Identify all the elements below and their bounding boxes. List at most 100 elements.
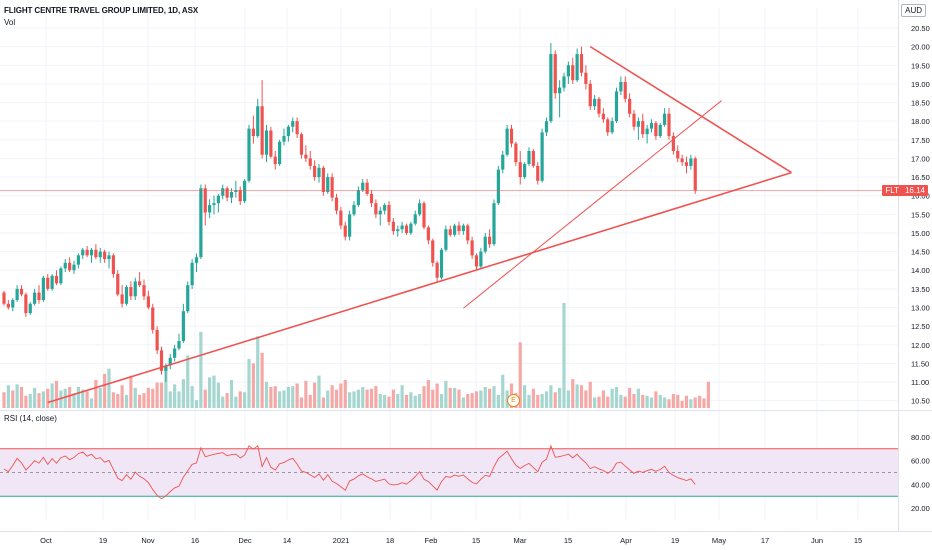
candle-body (85, 249, 89, 256)
candle-body (466, 225, 470, 241)
price-tick-label: 20.50 (911, 24, 930, 33)
volume-bar (593, 397, 597, 408)
volume-bar (72, 393, 76, 408)
price-tick-label: 10.50 (911, 397, 930, 406)
price-grid (0, 8, 898, 520)
candle-body (439, 249, 444, 278)
volume-bar (181, 379, 185, 408)
x-tick-label: 14 (283, 536, 291, 545)
rsi-tick-label: 40.00 (911, 480, 930, 489)
candle-body (496, 169, 500, 204)
candle-body (37, 292, 41, 301)
candle-body (59, 268, 63, 284)
candle-body (260, 106, 264, 155)
volume-bar (492, 386, 496, 408)
candle-body (523, 164, 527, 178)
volume-bar (81, 389, 85, 408)
candle-body (177, 341, 181, 349)
candle-body (203, 188, 207, 213)
candle-body (54, 275, 59, 284)
volume-bar (269, 387, 273, 408)
volume-bar (706, 381, 710, 408)
candle-body (81, 249, 85, 256)
candle-body (120, 294, 124, 304)
x-tick-label: 15 (472, 536, 480, 545)
volume-bar (649, 397, 654, 408)
candle-body (317, 167, 321, 178)
candle-body (693, 158, 697, 191)
volume-bar (584, 390, 588, 408)
volume-bar (85, 391, 89, 408)
volume-bar (518, 342, 522, 408)
candle-body (138, 281, 142, 286)
candle-body (540, 132, 544, 181)
candle-body (505, 128, 509, 155)
candle-body (76, 255, 80, 265)
price-tick-label: 17.50 (911, 136, 930, 145)
volume-bar (527, 394, 531, 408)
volume-bar (326, 390, 330, 408)
volume-bar (68, 387, 72, 408)
price-tick-label: 12.50 (911, 322, 930, 331)
volume-bar (597, 396, 601, 408)
candle-body (610, 121, 614, 133)
candle-body (671, 136, 675, 151)
volume-bar (63, 388, 67, 408)
candle-body (658, 124, 662, 137)
candle-body (488, 236, 492, 245)
volume-bar (610, 388, 614, 408)
earnings-marker[interactable]: E (507, 394, 520, 407)
candle-body (396, 229, 400, 232)
volume-bar (243, 392, 247, 408)
volume-legend[interactable]: Vol (4, 18, 16, 27)
candle-body (645, 128, 649, 135)
x-tick-label: 19 (671, 536, 679, 545)
volume-bar (378, 394, 382, 408)
volume-bar (558, 387, 562, 408)
currency-badge[interactable]: AUD (901, 4, 926, 17)
candle-body (431, 240, 435, 263)
candle-body (536, 165, 540, 181)
volume-bar (291, 386, 295, 408)
candle-body (374, 203, 378, 215)
rsi-tick-label: 80.00 (911, 433, 930, 442)
rsi-legend[interactable]: RSI (14, close) (4, 414, 57, 423)
candle-body (221, 188, 225, 196)
trendlines[interactable] (0, 45, 898, 404)
volume-bar (488, 388, 492, 408)
volume-bar (400, 385, 404, 408)
candle-body (334, 197, 339, 211)
candle-body (6, 303, 10, 308)
rsi-tick-label: 60.00 (911, 457, 930, 466)
volume-bar (361, 387, 365, 408)
volume-bar (129, 375, 133, 408)
volume-bar (444, 380, 448, 408)
price-tick-label: 15.00 (911, 229, 930, 238)
candle-body (243, 180, 247, 202)
candle-body (339, 210, 343, 226)
volume-bar (286, 387, 290, 408)
volume-bar (549, 385, 553, 408)
volume-bar (365, 389, 369, 408)
candle-body (448, 229, 452, 235)
volume-bar (6, 385, 10, 408)
volume-bar (120, 385, 124, 408)
candle-body (527, 150, 531, 165)
candle-body (295, 121, 299, 135)
volume-bar (676, 394, 680, 408)
candle-body (365, 182, 369, 194)
candle-body (474, 255, 479, 267)
rsi-band-background (0, 448, 898, 497)
candle-body (264, 130, 269, 155)
volume-bar (536, 394, 540, 408)
chart-title[interactable]: FLIGHT CENTRE TRAVEL GROUP LIMITED, 1D, … (4, 6, 199, 15)
volume-bar (260, 352, 264, 408)
price-tick-label: 16.50 (911, 173, 930, 182)
x-tick-label: 18 (386, 536, 394, 545)
candle-body (142, 285, 146, 297)
price-tick-label: 18.50 (911, 99, 930, 108)
volume-bar (138, 394, 142, 408)
candle-body (103, 251, 107, 260)
